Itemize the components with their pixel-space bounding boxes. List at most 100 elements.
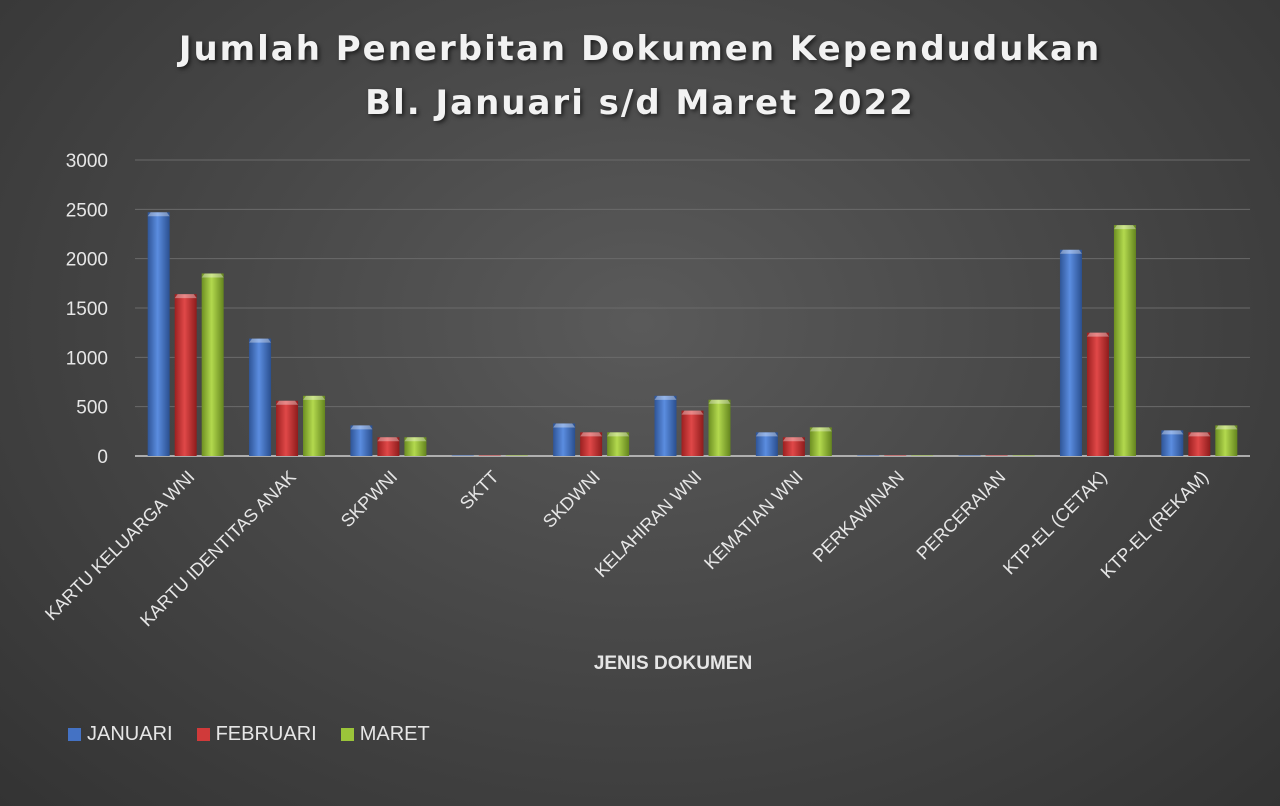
bar: [404, 437, 427, 456]
bar-cap: [377, 437, 400, 442]
bar: [911, 455, 934, 456]
legend-label: MARET: [359, 722, 430, 745]
bar: [1086, 332, 1109, 456]
bar-cap: [249, 338, 272, 343]
x-tick-label: KELAHIRAN WNI: [591, 467, 706, 582]
x-tick-label: SKTT: [456, 467, 503, 514]
bar-body: [1188, 432, 1211, 456]
bar-body: [377, 437, 400, 456]
chart-title-line-1: Jumlah Penerbitan Dokumen Kependudukan: [178, 29, 1102, 69]
legend-swatch: [68, 727, 81, 741]
y-tick-label: 3000: [66, 151, 108, 172]
bars: [147, 212, 1238, 456]
legend-item: JANUARI: [68, 723, 173, 746]
y-tick-label: 0: [97, 447, 108, 468]
bar-cap: [755, 432, 778, 437]
bar: [201, 273, 224, 456]
bar: [580, 432, 603, 456]
bar-body: [1059, 249, 1082, 456]
bar: [147, 212, 170, 456]
x-tick-label: SKPWNI: [337, 467, 401, 531]
bar-cap: [782, 437, 805, 442]
legend-swatch: [340, 727, 354, 741]
bar-cap: [1059, 249, 1082, 254]
bar-body: [201, 273, 224, 456]
bar-body: [884, 455, 907, 456]
legend-label: FEBRUARI: [215, 722, 317, 745]
bar-cap: [553, 423, 576, 428]
bar-body: [553, 423, 576, 456]
bar-body: [654, 395, 677, 456]
bar: [553, 423, 576, 456]
bar-cap: [681, 410, 704, 415]
bar-cap: [201, 273, 224, 278]
bar-body: [681, 410, 704, 456]
bar: [1113, 225, 1136, 456]
bar-body: [911, 455, 934, 456]
bar-cap: [1113, 225, 1136, 230]
bar-body: [350, 425, 373, 456]
bar-body: [958, 455, 981, 456]
bar-body: [607, 432, 630, 456]
bar: [782, 437, 805, 456]
bar: [681, 410, 704, 456]
bar-body: [1113, 225, 1136, 456]
bar-cap: [174, 294, 197, 299]
y-tick-label: 2000: [66, 250, 108, 271]
bar: [985, 455, 1008, 456]
bar: [1161, 430, 1184, 456]
bar-body: [782, 437, 805, 456]
bar-body: [755, 432, 778, 456]
bar: [377, 437, 400, 456]
bar-body: [580, 432, 603, 456]
bar-body: [451, 455, 474, 456]
bar: [276, 400, 299, 456]
bar-body: [857, 455, 880, 456]
legend-label: JANUARI: [87, 722, 173, 745]
bar-cap: [654, 395, 677, 400]
bar-cap: [1161, 430, 1184, 435]
bar-cap: [580, 432, 603, 437]
y-axis-ticks: 0 500 1000 1500 2000 2500 3000: [66, 151, 108, 468]
chart-title: Jumlah Penerbitan Dokumen Kependudukan B…: [0, 22, 1280, 130]
bar-body: [404, 437, 427, 456]
y-tick-label: 500: [76, 398, 108, 419]
legend-swatch: [196, 727, 210, 741]
bar-body: [478, 455, 501, 456]
bar: [1059, 249, 1082, 456]
bar-body: [1012, 455, 1035, 456]
bar: [755, 432, 778, 456]
bar-body: [505, 455, 528, 456]
bar-cap: [1086, 332, 1109, 337]
x-axis-label: JENIS DOKUMEN: [594, 653, 752, 674]
bar-cap: [276, 400, 299, 405]
bar-cap: [607, 432, 630, 437]
bar-cap: [147, 212, 170, 217]
bar-cap: [809, 427, 832, 432]
legend-item: MARET: [340, 722, 430, 746]
y-tick-label: 1500: [66, 299, 108, 320]
bar-body: [174, 294, 197, 456]
bar-body: [303, 395, 326, 456]
y-tick-label: 1000: [66, 348, 108, 369]
legend: JANUARI FEBRUARI MARET: [68, 720, 430, 748]
bar-body: [249, 338, 272, 456]
bar-body: [1215, 425, 1238, 456]
bar: [350, 425, 373, 456]
bar: [451, 455, 474, 456]
bar: [1012, 455, 1035, 456]
bar-cap: [303, 395, 326, 400]
bar: [884, 455, 907, 456]
bar-body: [1161, 430, 1184, 456]
bar-body: [147, 212, 170, 456]
bar: [857, 455, 880, 456]
x-tick-label: KTP-EL (CETAK): [999, 467, 1111, 579]
x-tick-label: KEMATIAN WNI: [700, 467, 807, 574]
bar-body: [985, 455, 1008, 456]
x-tick-label: SKDWNI: [539, 467, 604, 532]
bar: [174, 294, 197, 456]
chart-title-line-2: Bl. Januari s/d Maret 2022: [365, 83, 915, 123]
bar: [958, 455, 981, 456]
